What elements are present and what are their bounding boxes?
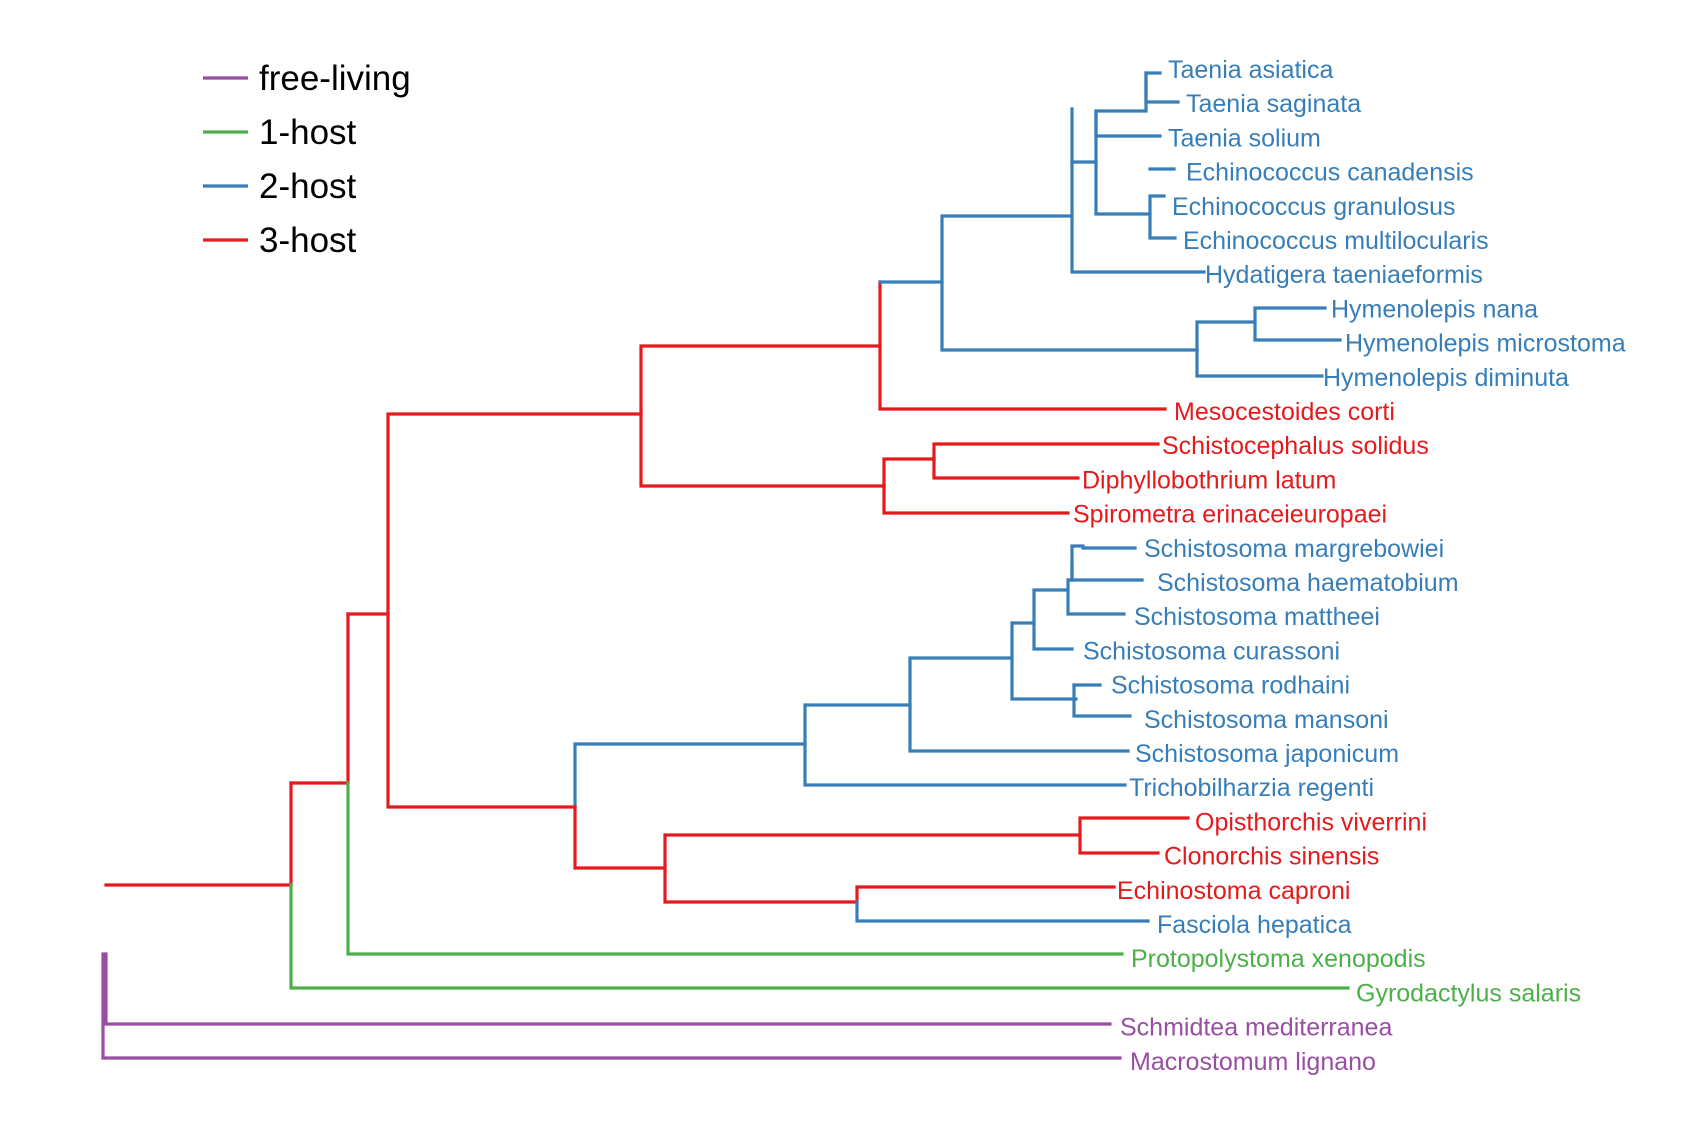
legend: free-living 1-host 2-host 3-host xyxy=(203,59,411,260)
tree-branches xyxy=(101,71,1350,1060)
branch-12 xyxy=(940,280,1199,352)
legend-label-3-host: 3-host xyxy=(259,221,357,260)
branch-27 xyxy=(803,703,1130,753)
tip-label-taenia-solium: Taenia solium xyxy=(1168,124,1321,152)
branch-23 xyxy=(882,484,1070,515)
tip-label-protopolystoma-xenopodis: Protopolystoma xenopodis xyxy=(1131,945,1426,973)
branch-16 xyxy=(1094,109,1162,138)
tip-label-hymenolepis-microstoma: Hymenolepis microstoma xyxy=(1345,330,1626,358)
tip-label-hymenolepis-nana: Hymenolepis nana xyxy=(1331,295,1538,323)
tip-label-schistosoma-curassoni: Schistosoma curassoni xyxy=(1083,637,1340,665)
branch-7 xyxy=(346,280,882,616)
tip-label-gyrodactylus-salaris: Gyrodactylus salaris xyxy=(1356,979,1581,1007)
branch-33 xyxy=(1072,683,1132,718)
branch-20 xyxy=(1195,348,1324,378)
tip-label-opisthorchis-viverrini: Opisthorchis viverrini xyxy=(1195,808,1427,836)
branch-5 xyxy=(289,612,350,785)
tip-label-echinostoma-caproni: Echinostoma caproni xyxy=(1117,877,1350,905)
branch-35 xyxy=(573,805,1160,870)
branch-15 xyxy=(1144,71,1180,104)
branch-9 xyxy=(639,412,886,488)
tip-label-schmidtea-mediterranea: Schmidtea mediterranea xyxy=(1120,1014,1392,1042)
branch-6 xyxy=(346,781,1124,956)
tip-label-trichobilharzia-regenti: Trichobilharzia regenti xyxy=(1129,774,1374,802)
branch-1 xyxy=(101,952,1122,1060)
tip-label-taenia-saginata: Taenia saginata xyxy=(1186,90,1361,118)
branch-26 xyxy=(573,742,1127,809)
tip-label-schistosoma-haematobium: Schistosoma haematobium xyxy=(1157,569,1459,597)
branch-13 xyxy=(1070,214,1206,274)
branch-10 xyxy=(878,344,1167,411)
tip-labels: Taenia asiatica Taenia saginata Taenia sol… xyxy=(1073,56,1626,1076)
tip-label-schistosoma-margrebowiei: Schistosoma margrebowiei xyxy=(1144,535,1444,563)
tip-label-echinococcus-canadensis: Echinococcus canadensis xyxy=(1186,159,1474,187)
tip-label-clonorchis-sinensis: Clonorchis sinensis xyxy=(1164,843,1379,871)
tip-label-spirometra-erinaceieuropaei: Spirometra erinaceieuropaei xyxy=(1073,501,1387,529)
tip-label-mesocestoides-corti: Mesocestoides corti xyxy=(1174,398,1395,426)
branch-2 xyxy=(104,952,1112,1026)
branch-30 xyxy=(1032,588,1126,625)
tip-label-schistosoma-rodhaini: Schistosoma rodhaini xyxy=(1111,672,1350,700)
branch-31 xyxy=(1066,544,1137,592)
tip-label-echinococcus-granulosus: Echinococcus granulosus xyxy=(1172,193,1456,221)
branch-28 xyxy=(908,656,1078,707)
tip-label-macrostomum-lignano: Macrostomum lignano xyxy=(1130,1048,1376,1076)
branch-4 xyxy=(289,883,1350,990)
tip-label-schistosoma-mansoni: Schistosoma mansoni xyxy=(1144,706,1389,734)
branch-38 xyxy=(855,900,1150,923)
branch-37 xyxy=(663,866,1116,904)
branch-19 xyxy=(1148,212,1177,240)
tip-label-schistosoma-mattheei: Schistosoma mattheei xyxy=(1134,603,1380,631)
branch-8 xyxy=(386,612,577,809)
branch-29 xyxy=(1010,621,1074,660)
branch-36 xyxy=(1078,816,1190,837)
tip-label-echinococcus-multilocularis: Echinococcus multilocularis xyxy=(1183,227,1489,255)
legend-label-2-host: 2-host xyxy=(259,167,357,206)
tip-label-schistocephalus-solidus: Schistocephalus solidus xyxy=(1162,432,1429,460)
branch-14 xyxy=(1070,71,1162,164)
tip-label-hydatigera-taeniaeformis: Hydatigera taeniaeformis xyxy=(1205,261,1483,289)
tip-label-schistosoma-japonicum: Schistosoma japonicum xyxy=(1135,740,1399,768)
tip-label-diphyllobothrium-latum: Diphyllobothrium latum xyxy=(1082,466,1336,494)
branch-3 xyxy=(104,781,293,887)
branch-21 xyxy=(1195,306,1327,352)
tip-label-taenia-asiatica: Taenia asiatica xyxy=(1168,56,1333,84)
branch-11 xyxy=(878,107,1074,284)
branch-25 xyxy=(932,457,1080,480)
tip-label-hymenolepis-diminuta: Hymenolepis diminuta xyxy=(1323,364,1569,392)
branch-22 xyxy=(1253,320,1342,342)
legend-label-1-host: 1-host xyxy=(259,113,357,152)
tip-label-fasciola-hepatica: Fasciola hepatica xyxy=(1157,911,1352,939)
branch-32 xyxy=(1070,563,1144,582)
legend-label-free-living: free-living xyxy=(259,59,411,98)
